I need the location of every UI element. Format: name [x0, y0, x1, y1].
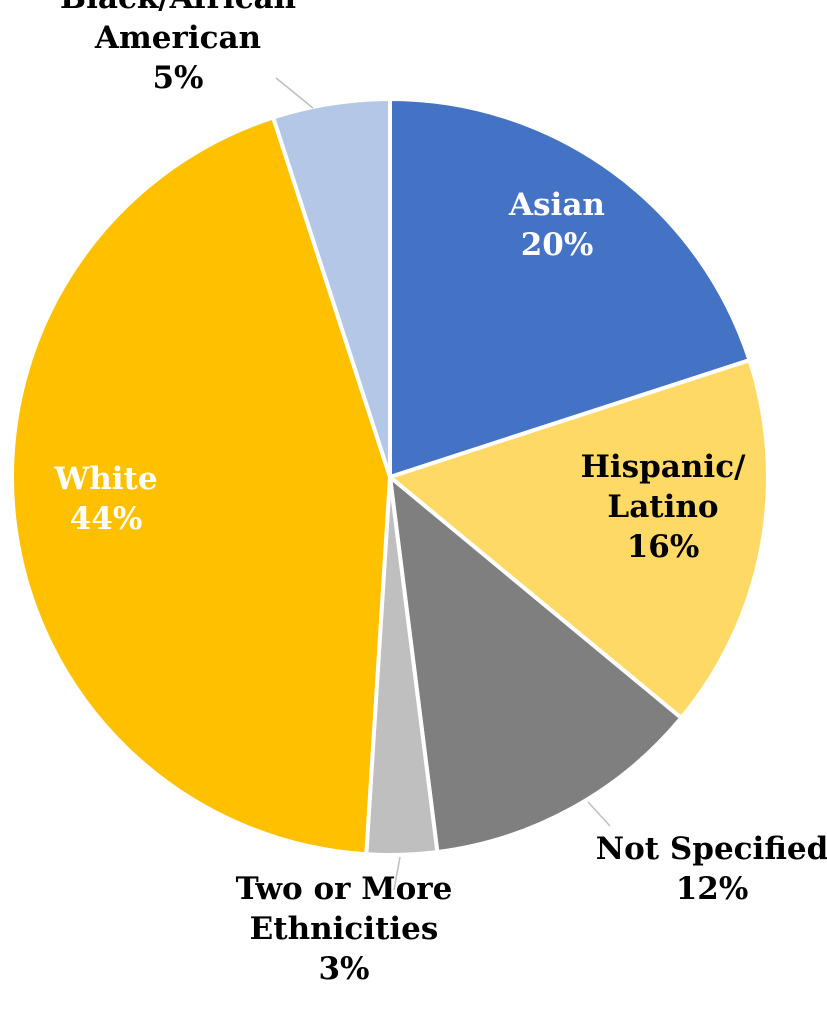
slice-label-line-asian-1: 20%	[521, 227, 594, 263]
slice-label-hispanic-latino: Hispanic/Latino 16%	[581, 449, 746, 565]
slice-label-line-white-1: 44%	[70, 501, 143, 537]
pie-slice-not-specified	[388, 475, 684, 855]
slice-label-line-two-or-more-0: Two or More	[236, 871, 453, 907]
slice-label-line-asian-0: Asian	[508, 187, 605, 223]
leader-lines	[275, 77, 611, 891]
slice-label-asian: Asian 20%	[508, 187, 605, 263]
leader-line-two-or-more	[393, 856, 401, 891]
pie-slice-hispanic-latino	[388, 358, 770, 720]
slice-label-line-white-0: White	[53, 461, 157, 497]
slice-label-line-not-specified-1: 12%	[676, 871, 749, 907]
slice-label-line-black-african-american-1: American	[94, 20, 261, 56]
slice-label-line-not-specified-0: Not Specified	[596, 831, 827, 867]
pie-slices	[10, 97, 770, 857]
slice-label-white: White 44%	[53, 461, 157, 537]
slice-label-not-specified: Not Specified 12%	[596, 831, 827, 907]
slice-labels: Asian 20% Hispanic/Latino 16% Not Specified 1…	[53, 0, 827, 987]
slice-label-line-two-or-more-1: Ethnicities	[250, 911, 439, 947]
slice-label-line-hispanic-latino-2: 16%	[627, 529, 700, 565]
slice-label-line-black-african-american-0: Black/African	[60, 0, 296, 16]
slice-label-two-or-more: Two or More Ethnicities 3%	[236, 871, 453, 987]
slice-label-black-african-american: Black/African American 5%	[60, 0, 296, 96]
slice-label-line-two-or-more-2: 3%	[318, 951, 369, 987]
leader-line-not-specified	[587, 801, 611, 827]
leader-line-black-african-american	[275, 77, 314, 109]
pie-slice-asian	[388, 97, 752, 479]
slice-label-line-hispanic-latino-1: Latino	[607, 489, 718, 525]
slice-label-line-hispanic-latino-0: Hispanic/	[581, 449, 746, 485]
slice-label-line-black-african-american-2: 5%	[152, 60, 203, 96]
pie-slice-white	[10, 115, 392, 857]
pie-slice-black-african-american	[271, 97, 392, 479]
